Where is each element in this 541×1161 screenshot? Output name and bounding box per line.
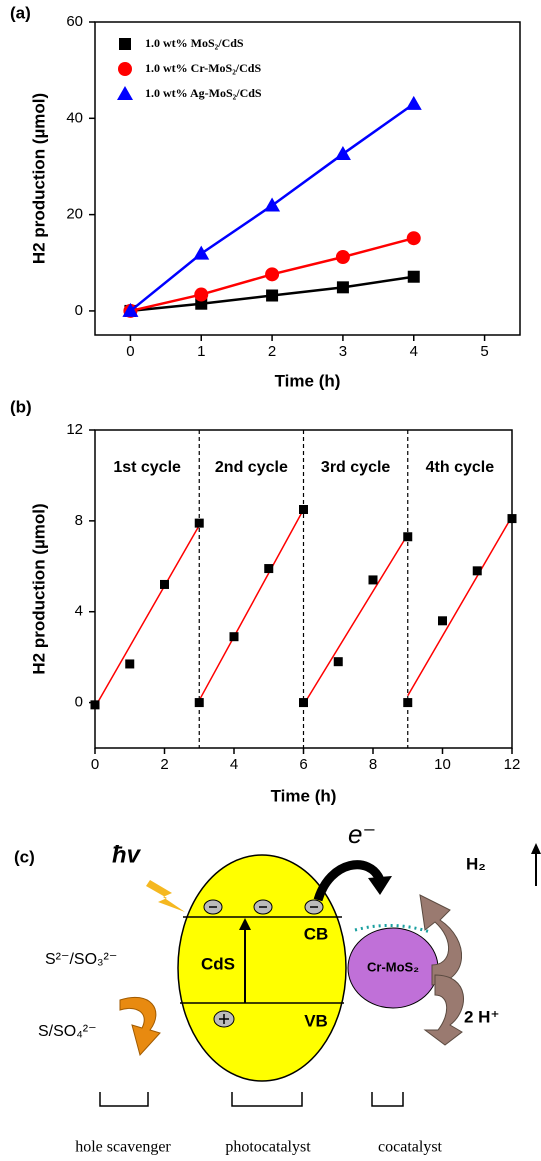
y-tick-label: 40 <box>66 109 83 126</box>
cycle-label: 1st cycle <box>113 459 181 476</box>
marker <box>122 302 139 317</box>
legend-label: 1.0 wt% Cr-MoS₂/CdS <box>145 61 261 75</box>
marker <box>403 698 413 708</box>
y-axis-title: H2 production (µmol) <box>29 93 48 264</box>
marker <box>472 566 482 576</box>
marker <box>403 532 413 542</box>
x-tick-label: 5 <box>480 343 488 360</box>
caption: photocatalyst <box>225 1139 311 1156</box>
oxidized-label: S/SO₄²⁻ <box>38 1023 97 1040</box>
panel-label: (a) <box>10 3 31 22</box>
x-tick-label: 6 <box>299 756 307 773</box>
interface-dots <box>354 923 431 934</box>
x-tick-label: 2 <box>160 756 168 773</box>
y-tick-label: 20 <box>66 206 83 223</box>
cycle-label: 2nd cycle <box>215 459 288 476</box>
marker <box>299 505 308 514</box>
cocatalyst-label: Cr-MoS₂ <box>367 959 419 974</box>
x-tick-label: 4 <box>410 343 418 360</box>
x-tick-label: 1 <box>197 343 205 360</box>
marker <box>90 700 100 710</box>
marker <box>194 287 209 302</box>
arrow-head <box>239 918 251 930</box>
caption: cocatalyst <box>378 1139 443 1156</box>
marker <box>194 518 204 528</box>
legend-label: 1.0 wt% Ag-MoS₂/CdS <box>145 86 262 100</box>
marker <box>334 145 351 160</box>
brackets <box>99 1092 404 1107</box>
marker <box>160 579 169 589</box>
marker <box>507 514 517 524</box>
fit-line <box>198 509 305 701</box>
marker <box>266 289 279 302</box>
x-tick-label: 8 <box>369 756 377 773</box>
diagram: (c) ħv e⁻ CB VB CdS Cr-MoS₂ H₂ 2 H⁺ S²⁻/… <box>14 819 541 1156</box>
marker <box>438 616 447 626</box>
y-tick-label: 8 <box>75 512 83 529</box>
reactant-label: 2 H⁺ <box>464 1007 499 1026</box>
marker <box>333 657 343 667</box>
product-label: H₂ <box>466 854 486 873</box>
panel-label: (c) <box>14 847 35 866</box>
marker <box>406 231 421 246</box>
x-tick-label: 10 <box>434 756 451 773</box>
marker <box>194 698 204 708</box>
y-tick-label: 60 <box>66 13 83 30</box>
marker <box>336 281 349 294</box>
marker <box>264 197 281 212</box>
marker <box>264 564 274 574</box>
caption: hole scavenger <box>75 1139 171 1156</box>
fit-line <box>302 534 409 706</box>
marker <box>265 267 280 282</box>
y-axis-title: H2 production (µmol) <box>29 503 48 674</box>
marker <box>335 249 350 264</box>
h2-arrow <box>419 894 463 986</box>
panel-label: (b) <box>10 397 32 416</box>
plot-frame <box>94 21 521 336</box>
legend-label: 1.0 wt% MoS₂/CdS <box>145 36 244 50</box>
electron-transfer-arrow <box>313 860 385 902</box>
marker <box>299 698 308 708</box>
x-tick-label: 3 <box>339 343 347 360</box>
arrow-head <box>368 876 392 895</box>
cycle-label: 3rd cycle <box>321 459 390 476</box>
legend-marker <box>119 38 131 50</box>
fit-line <box>94 525 200 708</box>
marker <box>368 575 378 585</box>
light-bolt <box>146 880 185 912</box>
marker <box>229 632 239 642</box>
cb-label: CB <box>304 924 329 943</box>
scavenger-arrow <box>119 996 161 1057</box>
plus-sign <box>219 1014 229 1024</box>
x-tick-label: 12 <box>504 756 521 773</box>
y-tick-label: 0 <box>75 302 83 319</box>
cds-label: CdS <box>201 954 235 973</box>
marker <box>193 245 210 260</box>
fit-line <box>407 515 513 697</box>
marker <box>405 95 422 110</box>
cycle-label: 4th cycle <box>426 459 495 476</box>
y-tick-label: 0 <box>75 694 83 711</box>
y-tick-label: 4 <box>75 603 83 620</box>
marker <box>125 659 135 669</box>
arrow-head <box>531 843 541 854</box>
vb-label: VB <box>304 1011 328 1030</box>
x-axis-title: Time (h) <box>275 371 341 390</box>
x-axis-title: Time (h) <box>271 786 337 805</box>
proton-arrow <box>423 974 464 1046</box>
light-label: ħv <box>112 841 142 868</box>
x-tick-label: 2 <box>268 343 276 360</box>
legend-marker <box>117 86 133 100</box>
legend-marker <box>118 62 132 76</box>
y-tick-label: 12 <box>66 421 83 438</box>
scavenger-label: S²⁻/SO₃²⁻ <box>45 951 117 968</box>
marker <box>407 270 420 283</box>
x-tick-label: 4 <box>230 756 238 773</box>
electron-label: e⁻ <box>348 819 376 849</box>
x-tick-label: 0 <box>126 343 134 360</box>
x-tick-label: 0 <box>91 756 99 773</box>
